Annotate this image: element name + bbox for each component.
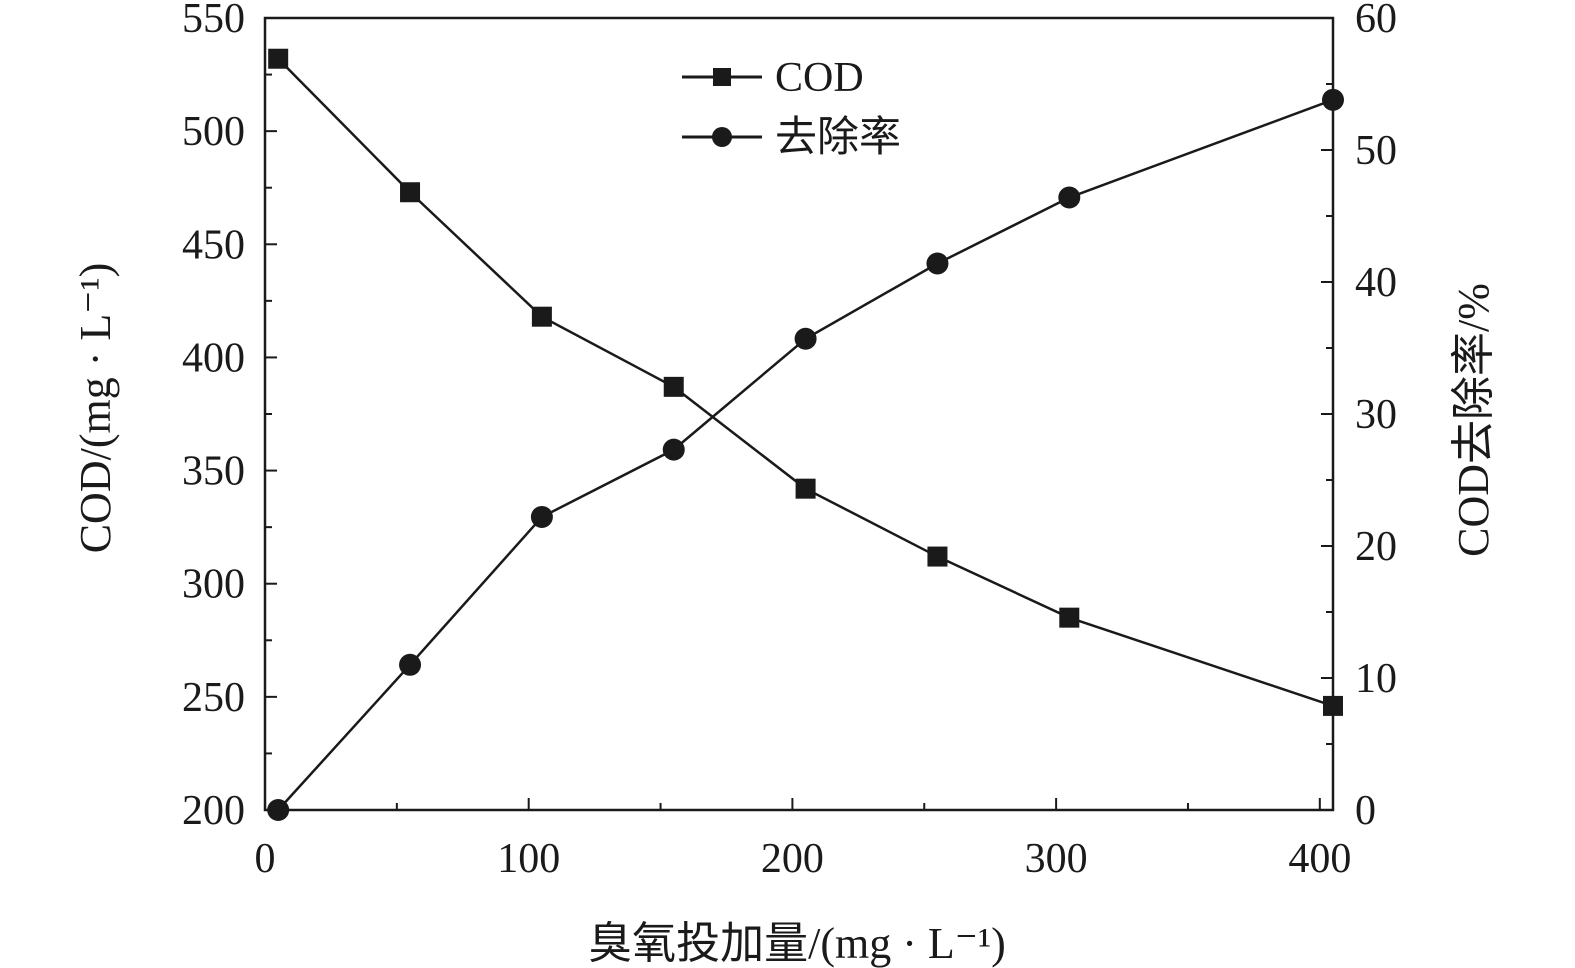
y-left-tick-label: 250	[182, 675, 245, 721]
series-line-cod	[277, 57, 1334, 708]
chart-marks: 0 100 200 300 400 200 250 300 350 400 450 500 550 0 10…	[182, 0, 1397, 882]
legend-cod-marker	[713, 68, 731, 86]
data-point-removal	[1058, 186, 1081, 209]
data-point-removal	[530, 505, 553, 528]
x-tick-label: 300	[1025, 836, 1088, 882]
data-point-cod	[268, 48, 289, 69]
y-right-tick-label: 50	[1355, 128, 1397, 174]
legend: COD 去除率	[682, 55, 901, 161]
y-left-tick-label: 350	[182, 449, 245, 495]
series-line-removal	[277, 98, 1334, 811]
x-tick-label: 100	[497, 836, 560, 882]
y-right-tick-label: 40	[1355, 260, 1397, 306]
y-left-tick-label: 200	[182, 788, 245, 834]
x-tick-label: 0	[255, 836, 276, 882]
y-left-tick-label: 450	[182, 222, 245, 268]
legend-removal-marker	[712, 127, 732, 147]
y-left-tick-label: 400	[182, 335, 245, 381]
y-right-tick-label: 0	[1355, 788, 1376, 834]
data-point-cod	[927, 546, 948, 567]
data-point-cod	[531, 306, 552, 327]
data-point-removal	[794, 327, 817, 350]
y-right-tick-label: 60	[1355, 0, 1397, 42]
legend-label-cod: COD	[775, 55, 864, 101]
y-axis-right-title: COD去除率/%	[1449, 283, 1498, 557]
data-point-cod	[400, 182, 421, 203]
x-tick-label: 200	[761, 836, 824, 882]
y-left-tick-label: 500	[182, 109, 245, 155]
data-point-removal	[926, 252, 949, 275]
y-right-tick-label: 10	[1355, 656, 1397, 702]
data-point-cod	[663, 376, 684, 397]
data-point-removal	[1322, 88, 1344, 111]
data-point-cod	[1059, 607, 1080, 628]
data-point-removal	[399, 653, 422, 676]
y-axis-left-title: COD/(mg · L⁻¹)	[71, 263, 120, 554]
x-tick-label: 400	[1288, 836, 1351, 882]
y-left-tick-label: 550	[182, 0, 245, 42]
x-axis-title: 臭氧投加量/(mg · L⁻¹)	[588, 919, 1006, 968]
data-point-removal	[267, 799, 290, 821]
y-left-tick-label: 300	[182, 562, 245, 608]
y-right-tick-label: 30	[1355, 392, 1397, 438]
y-right-tick-label: 20	[1355, 524, 1397, 570]
data-point-removal	[662, 438, 685, 461]
legend-label-removal: 去除率	[775, 114, 901, 161]
data-point-cod	[1323, 695, 1343, 716]
data-point-cod	[795, 478, 816, 499]
